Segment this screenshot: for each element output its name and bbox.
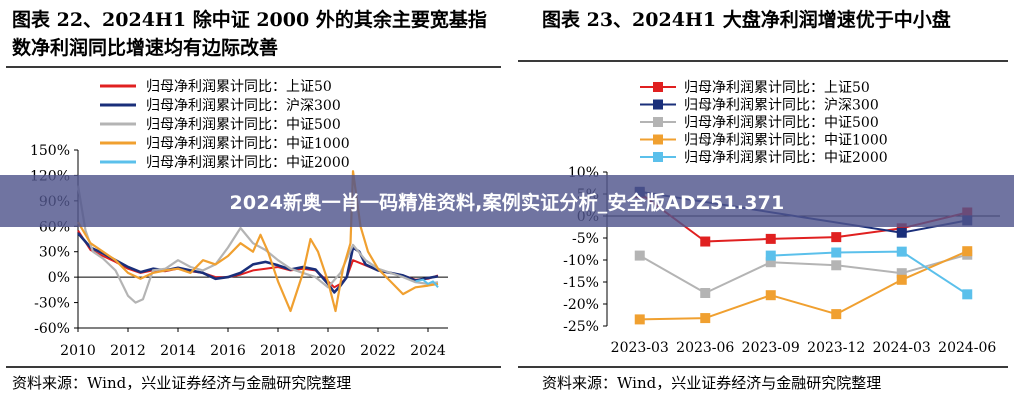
x-tick-label: 2023-12 xyxy=(807,340,865,356)
overlay-banner: 2024新奥一肖一码精准资料,案例实证分析_安全版ADZ51.371 xyxy=(0,175,1014,227)
legend-label: 归母净利润累计同比：中证1000 xyxy=(146,135,350,152)
y-tick-label: -30% xyxy=(34,296,70,312)
y-tick-label: 30% xyxy=(39,245,70,261)
y-tick-label: 0% xyxy=(48,270,70,286)
y-tick-label: -20% xyxy=(563,297,599,313)
legend-label: 归母净利润累计同比：沪深300 xyxy=(146,97,341,114)
series-marker xyxy=(831,260,842,271)
y-tick-label: -5% xyxy=(572,231,599,247)
series-marker xyxy=(700,313,711,324)
series-marker xyxy=(962,289,973,300)
legend-label: 归母净利润累计同比：上证50 xyxy=(146,78,332,95)
left-title-rule xyxy=(6,66,501,68)
right-chart-title: 图表 23、2024H1 大盘净利润增速优于中小盘 xyxy=(542,9,951,31)
x-tick-label: 2024-03 xyxy=(873,340,931,356)
legend-marker xyxy=(653,152,663,162)
series-line xyxy=(770,250,968,296)
x-tick-label: 2023-03 xyxy=(611,340,669,356)
left-chart-source: 资料来源：Wind，兴业证券经济与金融研究院整理 xyxy=(12,374,352,392)
legend-marker xyxy=(653,99,663,110)
legend-label: 归母净利润累计同比：中证1000 xyxy=(684,132,888,149)
series-marker xyxy=(962,246,973,257)
series-line xyxy=(415,278,439,288)
x-tick-label: 2016 xyxy=(210,343,246,359)
series-line xyxy=(639,250,968,321)
x-tick-label: 2023-09 xyxy=(742,340,800,356)
left-source-rule xyxy=(6,366,501,368)
y-tick-label: -60% xyxy=(34,321,70,337)
series-marker xyxy=(896,246,907,257)
right-source-rule xyxy=(518,366,1008,368)
series-marker xyxy=(896,227,907,238)
series-marker xyxy=(700,236,711,247)
y-tick-label: -10% xyxy=(563,253,599,269)
series-marker xyxy=(831,247,842,258)
y-tick-label: -25% xyxy=(563,319,599,335)
legend-label: 归母净利润累计同比：中证500 xyxy=(684,114,879,131)
series-line xyxy=(77,170,439,313)
legend-label: 归母净利润累计同比：沪深300 xyxy=(684,97,879,114)
x-tick-label: 2014 xyxy=(160,343,196,359)
series-marker xyxy=(765,257,776,268)
y-tick-label: 150% xyxy=(30,143,70,159)
series-marker xyxy=(831,309,842,320)
x-tick-label: 2010 xyxy=(60,343,96,359)
series-marker xyxy=(765,250,776,261)
series-line xyxy=(639,253,968,294)
x-tick-label: 2022 xyxy=(360,343,396,359)
series-marker xyxy=(896,274,907,285)
x-tick-label: 2024 xyxy=(410,343,446,359)
legend-marker xyxy=(653,82,663,92)
legend-label: 归母净利润累计同比：中证2000 xyxy=(684,149,888,166)
series-marker xyxy=(831,232,842,243)
series-marker xyxy=(765,290,776,301)
x-tick-label: 2023-06 xyxy=(676,340,734,356)
right-chart-source: 资料来源：Wind，兴业证券经济与金融研究院整理 xyxy=(542,374,882,392)
legend-label: 归母净利润累计同比：中证2000 xyxy=(146,154,350,171)
x-tick-label: 2018 xyxy=(260,343,296,359)
series-marker xyxy=(700,288,711,298)
series-line xyxy=(77,232,439,294)
right-title-rule xyxy=(518,60,1008,62)
left-chart-title: 图表 22、2024H1 除中证 2000 外的其余主要宽基指数净利润同比增速均… xyxy=(12,9,487,59)
series-marker xyxy=(634,250,645,261)
series-marker xyxy=(896,268,907,279)
right-line-chart: 10%5%0%-5%-10%-15%-20%-25%2023-032023-06… xyxy=(563,79,1000,356)
y-tick-label: -15% xyxy=(563,275,599,291)
legend-marker xyxy=(653,117,663,127)
x-tick-label: 2024-06 xyxy=(938,340,996,356)
legend-label: 归母净利润累计同比：中证500 xyxy=(146,116,341,133)
legend-marker xyxy=(653,134,663,145)
series-marker xyxy=(634,314,645,325)
x-tick-label: 2012 xyxy=(110,343,146,359)
banner-text: 2024新奥一肖一码精准资料,案例实证分析_安全版ADZ51.371 xyxy=(229,191,785,214)
x-tick-label: 2020 xyxy=(310,343,346,359)
legend-label: 归母净利润累计同比：上证50 xyxy=(684,79,870,96)
series-marker xyxy=(765,233,776,244)
